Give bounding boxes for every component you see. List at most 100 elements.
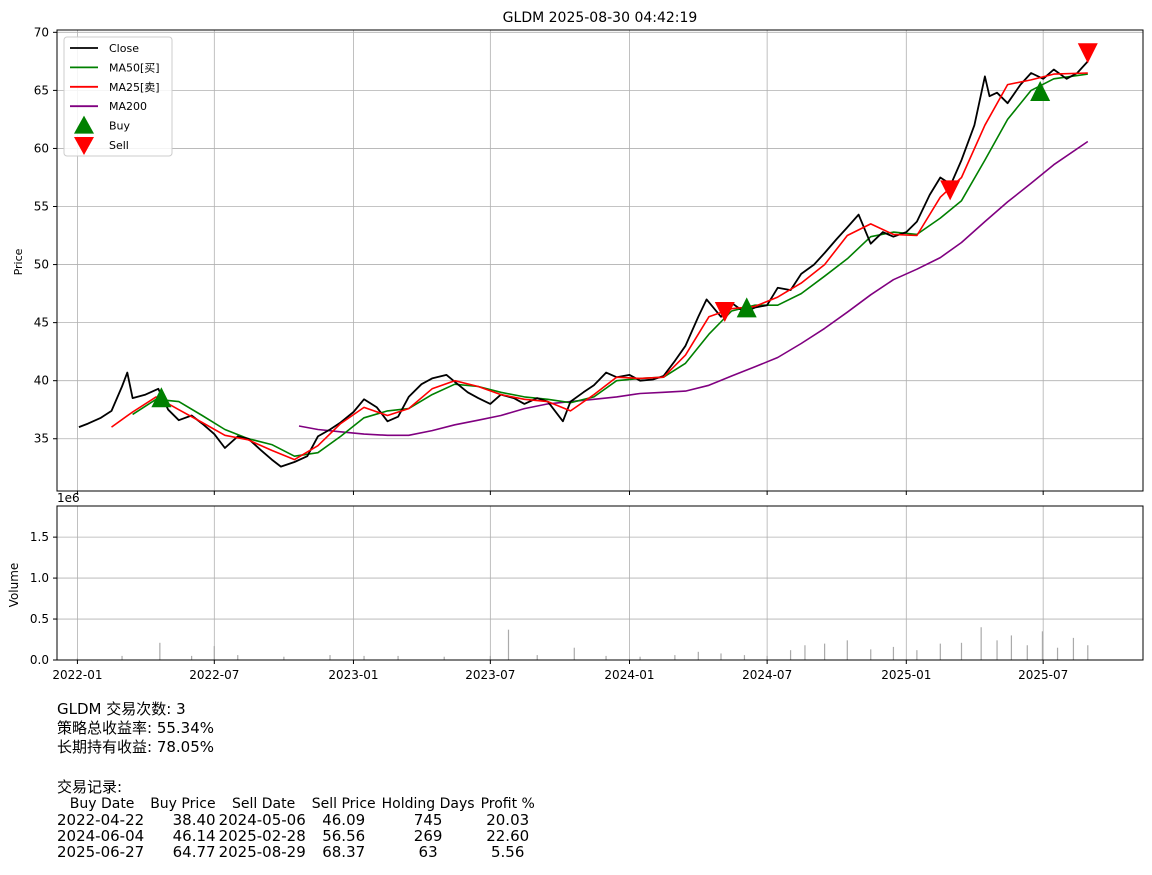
volume-bar bbox=[536, 655, 538, 660]
x-tick-label: 2023-07 bbox=[465, 668, 515, 682]
volume-bar bbox=[76, 658, 79, 660]
trade-profit: 20.03 bbox=[486, 811, 530, 829]
x-tick-label: 2022-07 bbox=[189, 668, 239, 682]
legend-label: MA50[买] bbox=[109, 61, 160, 74]
volume-bar bbox=[720, 653, 722, 660]
volume-y-label: Volume bbox=[7, 563, 21, 608]
legend-entry: Sell bbox=[74, 137, 129, 155]
legend-label: Sell bbox=[109, 139, 129, 152]
volume-bar bbox=[1010, 635, 1013, 660]
x-tick-label: 2023-01 bbox=[328, 668, 378, 682]
series-line-ma25 bbox=[111, 72, 1088, 461]
volume-bar bbox=[1056, 647, 1059, 660]
trade-buy-date: 2025-06-27 bbox=[57, 843, 145, 861]
volume-bar bbox=[507, 629, 510, 660]
volume-bar bbox=[1072, 637, 1075, 660]
volume-bar bbox=[605, 655, 607, 660]
trade-sell-date: 2024-05-06 bbox=[218, 811, 306, 829]
header-sell-date: Sell Date bbox=[232, 796, 296, 812]
trade-buy-price: 64.77 bbox=[172, 843, 216, 861]
trade-sell-price: 56.56 bbox=[322, 827, 366, 845]
price-plot-frame bbox=[56, 29, 1144, 492]
sell-marker bbox=[1077, 43, 1098, 64]
trade-table: Buy Date Buy Price Sell Date Sell Price … bbox=[57, 796, 538, 860]
volume-bar bbox=[573, 647, 575, 660]
series-line-ma200 bbox=[298, 140, 1089, 437]
volume-bar bbox=[870, 649, 872, 660]
volume-bar bbox=[824, 643, 826, 660]
volume-bar bbox=[397, 655, 399, 660]
legend-entry: MA200 bbox=[70, 100, 147, 113]
trade-row: 2024-06-04 46.14 2025-02-28 56.56 269 22… bbox=[57, 828, 538, 844]
volume-bar bbox=[1026, 645, 1028, 660]
volume-bar bbox=[980, 627, 982, 660]
chart-figure: GLDM 2025-08-30 04:42:19 35 40 45 50 55 60 65 7… bbox=[7, 10, 1144, 682]
volume-y-ticks: 0.0 0.5 1.0 1.5 bbox=[30, 530, 57, 667]
header-buy-price: Buy Price bbox=[150, 796, 216, 812]
summary-strategy-return: 策略总收益率: 55.34% bbox=[57, 719, 215, 737]
trade-buy-date: 2024-06-04 bbox=[57, 827, 145, 845]
volume-bar bbox=[697, 651, 699, 660]
buy-marker bbox=[1030, 81, 1051, 102]
trade-row: 2022-04-22 38.40 2024-05-06 46.09 745 20… bbox=[57, 812, 538, 828]
volume-bar bbox=[237, 655, 239, 660]
volume-bars bbox=[76, 627, 1089, 660]
sell-marker bbox=[940, 180, 961, 201]
volume-offset-label: 1e6 bbox=[57, 491, 80, 505]
sell-marker bbox=[714, 301, 735, 322]
volume-bar bbox=[674, 655, 676, 660]
x-tick-label: 2024-01 bbox=[604, 668, 654, 682]
trade-holding-days: 745 bbox=[413, 811, 443, 829]
trade-markers bbox=[151, 43, 1098, 408]
volume-bar bbox=[996, 640, 998, 660]
volume-y-tick-label: 1.0 bbox=[30, 571, 49, 585]
legend-label: Buy bbox=[109, 120, 131, 133]
x-tick-label: 2025-07 bbox=[1018, 668, 1068, 682]
buy-marker bbox=[151, 387, 172, 408]
price-y-tick-label: 65 bbox=[34, 83, 49, 97]
volume-bar bbox=[489, 655, 491, 660]
x-tick-label: 2022-01 bbox=[52, 668, 102, 682]
volume-bar bbox=[283, 656, 285, 660]
price-y-tick-label: 70 bbox=[34, 25, 49, 39]
trade-buy-date: 2022-04-22 bbox=[57, 811, 145, 829]
volume-bar bbox=[804, 645, 806, 660]
trade-table-header: Buy Date Buy Price Sell Date Sell Price … bbox=[57, 796, 538, 812]
volume-bar bbox=[892, 646, 895, 660]
volume-bar bbox=[121, 655, 123, 660]
chart-title: GLDM 2025-08-30 04:42:19 bbox=[503, 10, 698, 26]
summary-trade-count: GLDM 交易次数: 3 bbox=[57, 700, 186, 718]
price-y-tick-label: 60 bbox=[34, 141, 49, 155]
volume-bar bbox=[916, 650, 918, 660]
legend-label: MA200 bbox=[109, 100, 147, 113]
header-holding-days: Holding Days bbox=[381, 796, 475, 812]
trade-sell-date: 2025-02-28 bbox=[218, 827, 306, 845]
x-tick-label: 2025-01 bbox=[881, 668, 931, 682]
trade-buy-price: 38.40 bbox=[172, 811, 216, 829]
volume-bar bbox=[191, 655, 193, 660]
volume-bar bbox=[159, 642, 161, 660]
volume-bar bbox=[939, 643, 941, 660]
volume-bar bbox=[639, 656, 641, 660]
volume-bar bbox=[329, 655, 331, 660]
trade-profit: 5.56 bbox=[491, 843, 525, 861]
volume-bar bbox=[743, 655, 746, 660]
header-sell-price: Sell Price bbox=[311, 796, 376, 812]
volume-bar bbox=[960, 642, 963, 660]
series-line-ma50 bbox=[132, 73, 1088, 458]
trade-records: 交易记录: Buy Date Buy Price Sell Date Sell … bbox=[57, 779, 538, 860]
series-line-close bbox=[78, 60, 1089, 468]
trade-sell-date: 2025-08-29 bbox=[218, 843, 306, 861]
volume-bar bbox=[846, 640, 848, 660]
legend-entry: Buy bbox=[74, 115, 131, 134]
trade-sell-price: 46.09 bbox=[322, 811, 366, 829]
volume-y-tick-label: 1.5 bbox=[30, 530, 49, 544]
legend-entry: MA50[买] bbox=[70, 61, 160, 74]
volume-bar bbox=[213, 646, 215, 660]
legend-buy-marker bbox=[74, 115, 94, 134]
legend-sell-marker bbox=[74, 137, 94, 155]
trade-holding-days: 63 bbox=[418, 843, 438, 861]
trade-buy-price: 46.14 bbox=[172, 827, 216, 845]
legend-entry: Close bbox=[70, 42, 139, 55]
strategy-summary: GLDM 交易次数: 3 策略总收益率: 55.34% 长期持有收益: 78.05% bbox=[57, 700, 214, 757]
